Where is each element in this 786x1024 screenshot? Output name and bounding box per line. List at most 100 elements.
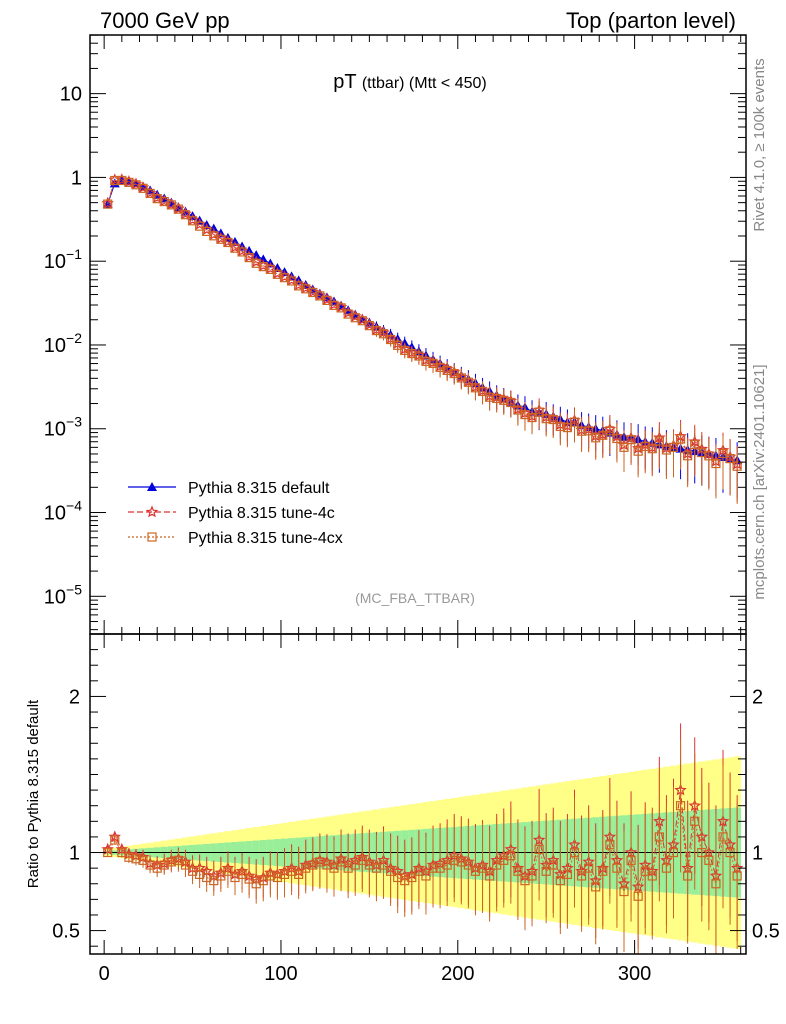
y-tick-label-top: 10−5	[44, 581, 82, 608]
marker-square	[393, 872, 403, 883]
marker-square	[400, 345, 410, 356]
marker-square	[195, 221, 205, 231]
marker-square	[357, 316, 367, 326]
main-plot-series	[101, 173, 744, 504]
marker-square	[371, 325, 382, 336]
marker-square	[569, 417, 580, 427]
marker-square	[322, 860, 332, 870]
ratio-plot-frame	[89, 633, 747, 955]
marker-square	[647, 871, 657, 881]
marker-square	[244, 874, 254, 884]
marker-square	[513, 866, 523, 876]
marker-square	[534, 407, 544, 417]
marker-square	[286, 276, 297, 286]
marker-square	[350, 860, 360, 870]
y-tick-label-base: 10	[44, 335, 66, 357]
side-label-bottom: mcplots.cern.ch [arXiv:2401.10621]	[751, 364, 768, 599]
ratio-plot-series	[101, 723, 744, 954]
marker-square	[541, 866, 551, 876]
ratio-ylabel: Ratio to Pythia 8.315 default	[25, 699, 42, 888]
marker-square	[562, 869, 573, 879]
marker-square	[591, 433, 601, 443]
marker-square	[576, 426, 587, 436]
marker-square	[272, 269, 283, 279]
marker-square	[435, 863, 445, 873]
marker-square	[294, 869, 304, 879]
marker-square	[520, 876, 530, 886]
marker-square	[265, 264, 275, 274]
y-tick-label-ratio-right: 0.5	[752, 921, 780, 943]
y-tick-label-exponent: −2	[66, 330, 82, 346]
marker-square	[640, 441, 650, 451]
marker-square	[506, 397, 516, 408]
x-tick-label: 200	[441, 963, 474, 985]
marker-square	[442, 860, 452, 870]
marker-square	[626, 435, 636, 445]
marker-square	[145, 860, 155, 870]
marker-square	[690, 816, 700, 826]
y-tick-label-ratio-right: 2	[752, 686, 763, 708]
x-tick-label: 100	[264, 963, 297, 985]
marker-triangle	[147, 482, 157, 491]
marker-square	[393, 340, 403, 350]
marker-square	[732, 461, 742, 471]
marker-square	[378, 860, 389, 870]
marker-square	[711, 879, 721, 889]
marker-square	[414, 351, 424, 361]
marker-square	[202, 872, 212, 883]
marker-square	[640, 866, 650, 876]
marker-square	[612, 433, 622, 444]
marker-square	[675, 801, 686, 811]
y-tick-label-base: 10	[44, 251, 66, 273]
marker-square	[520, 409, 530, 420]
marker-square	[477, 863, 488, 873]
marker-square	[492, 393, 502, 404]
marker-square	[159, 196, 169, 207]
marker-square	[435, 362, 445, 372]
marker-square	[619, 442, 629, 452]
y-tick-label-exponent: −1	[66, 246, 82, 262]
marker-square	[470, 866, 481, 876]
marker-square	[442, 365, 452, 376]
marker-square	[654, 832, 664, 842]
y-tick-label-ratio-right: 1	[752, 843, 763, 865]
marker-square	[223, 866, 233, 876]
marker-square	[251, 879, 261, 889]
marker-square	[527, 871, 537, 881]
marker-square	[654, 436, 664, 446]
marker-square	[230, 872, 240, 883]
marker-square	[279, 273, 290, 283]
plot-title: pT (ttbar) (Mtt < 450)	[333, 71, 486, 93]
marker-square	[385, 866, 396, 876]
marker-square	[145, 188, 155, 199]
marker-square	[591, 882, 601, 892]
marker-square	[506, 851, 516, 861]
marker-square	[138, 183, 148, 193]
y-tick-label-exponent: −5	[66, 581, 82, 597]
marker-square	[159, 860, 169, 870]
marker-square	[633, 446, 643, 456]
marker-square	[704, 451, 714, 461]
marker-square	[180, 210, 191, 220]
marker-square	[187, 216, 198, 226]
marker-square	[258, 876, 268, 886]
marker-square	[152, 194, 162, 204]
marker-square	[485, 392, 495, 402]
marker-square	[407, 872, 417, 883]
marker-square	[499, 855, 509, 865]
marker-square	[605, 426, 615, 436]
marker-square	[428, 863, 438, 873]
marker-square	[124, 852, 134, 862]
marker-square	[407, 348, 417, 359]
marker-square	[668, 442, 679, 452]
y-tick-label-ratio-left: 2	[69, 686, 80, 708]
marker-square	[152, 863, 162, 873]
marker-square	[527, 412, 537, 423]
marker-square	[562, 423, 573, 433]
plot-title-main: pT	[333, 71, 356, 93]
legend: Pythia 8.315 default Pythia 8.315 tune-4c…	[128, 480, 343, 547]
marker-square	[668, 847, 679, 858]
marker-square	[209, 876, 219, 886]
marker-square	[173, 855, 184, 865]
x-tick-label: 0	[99, 963, 110, 985]
